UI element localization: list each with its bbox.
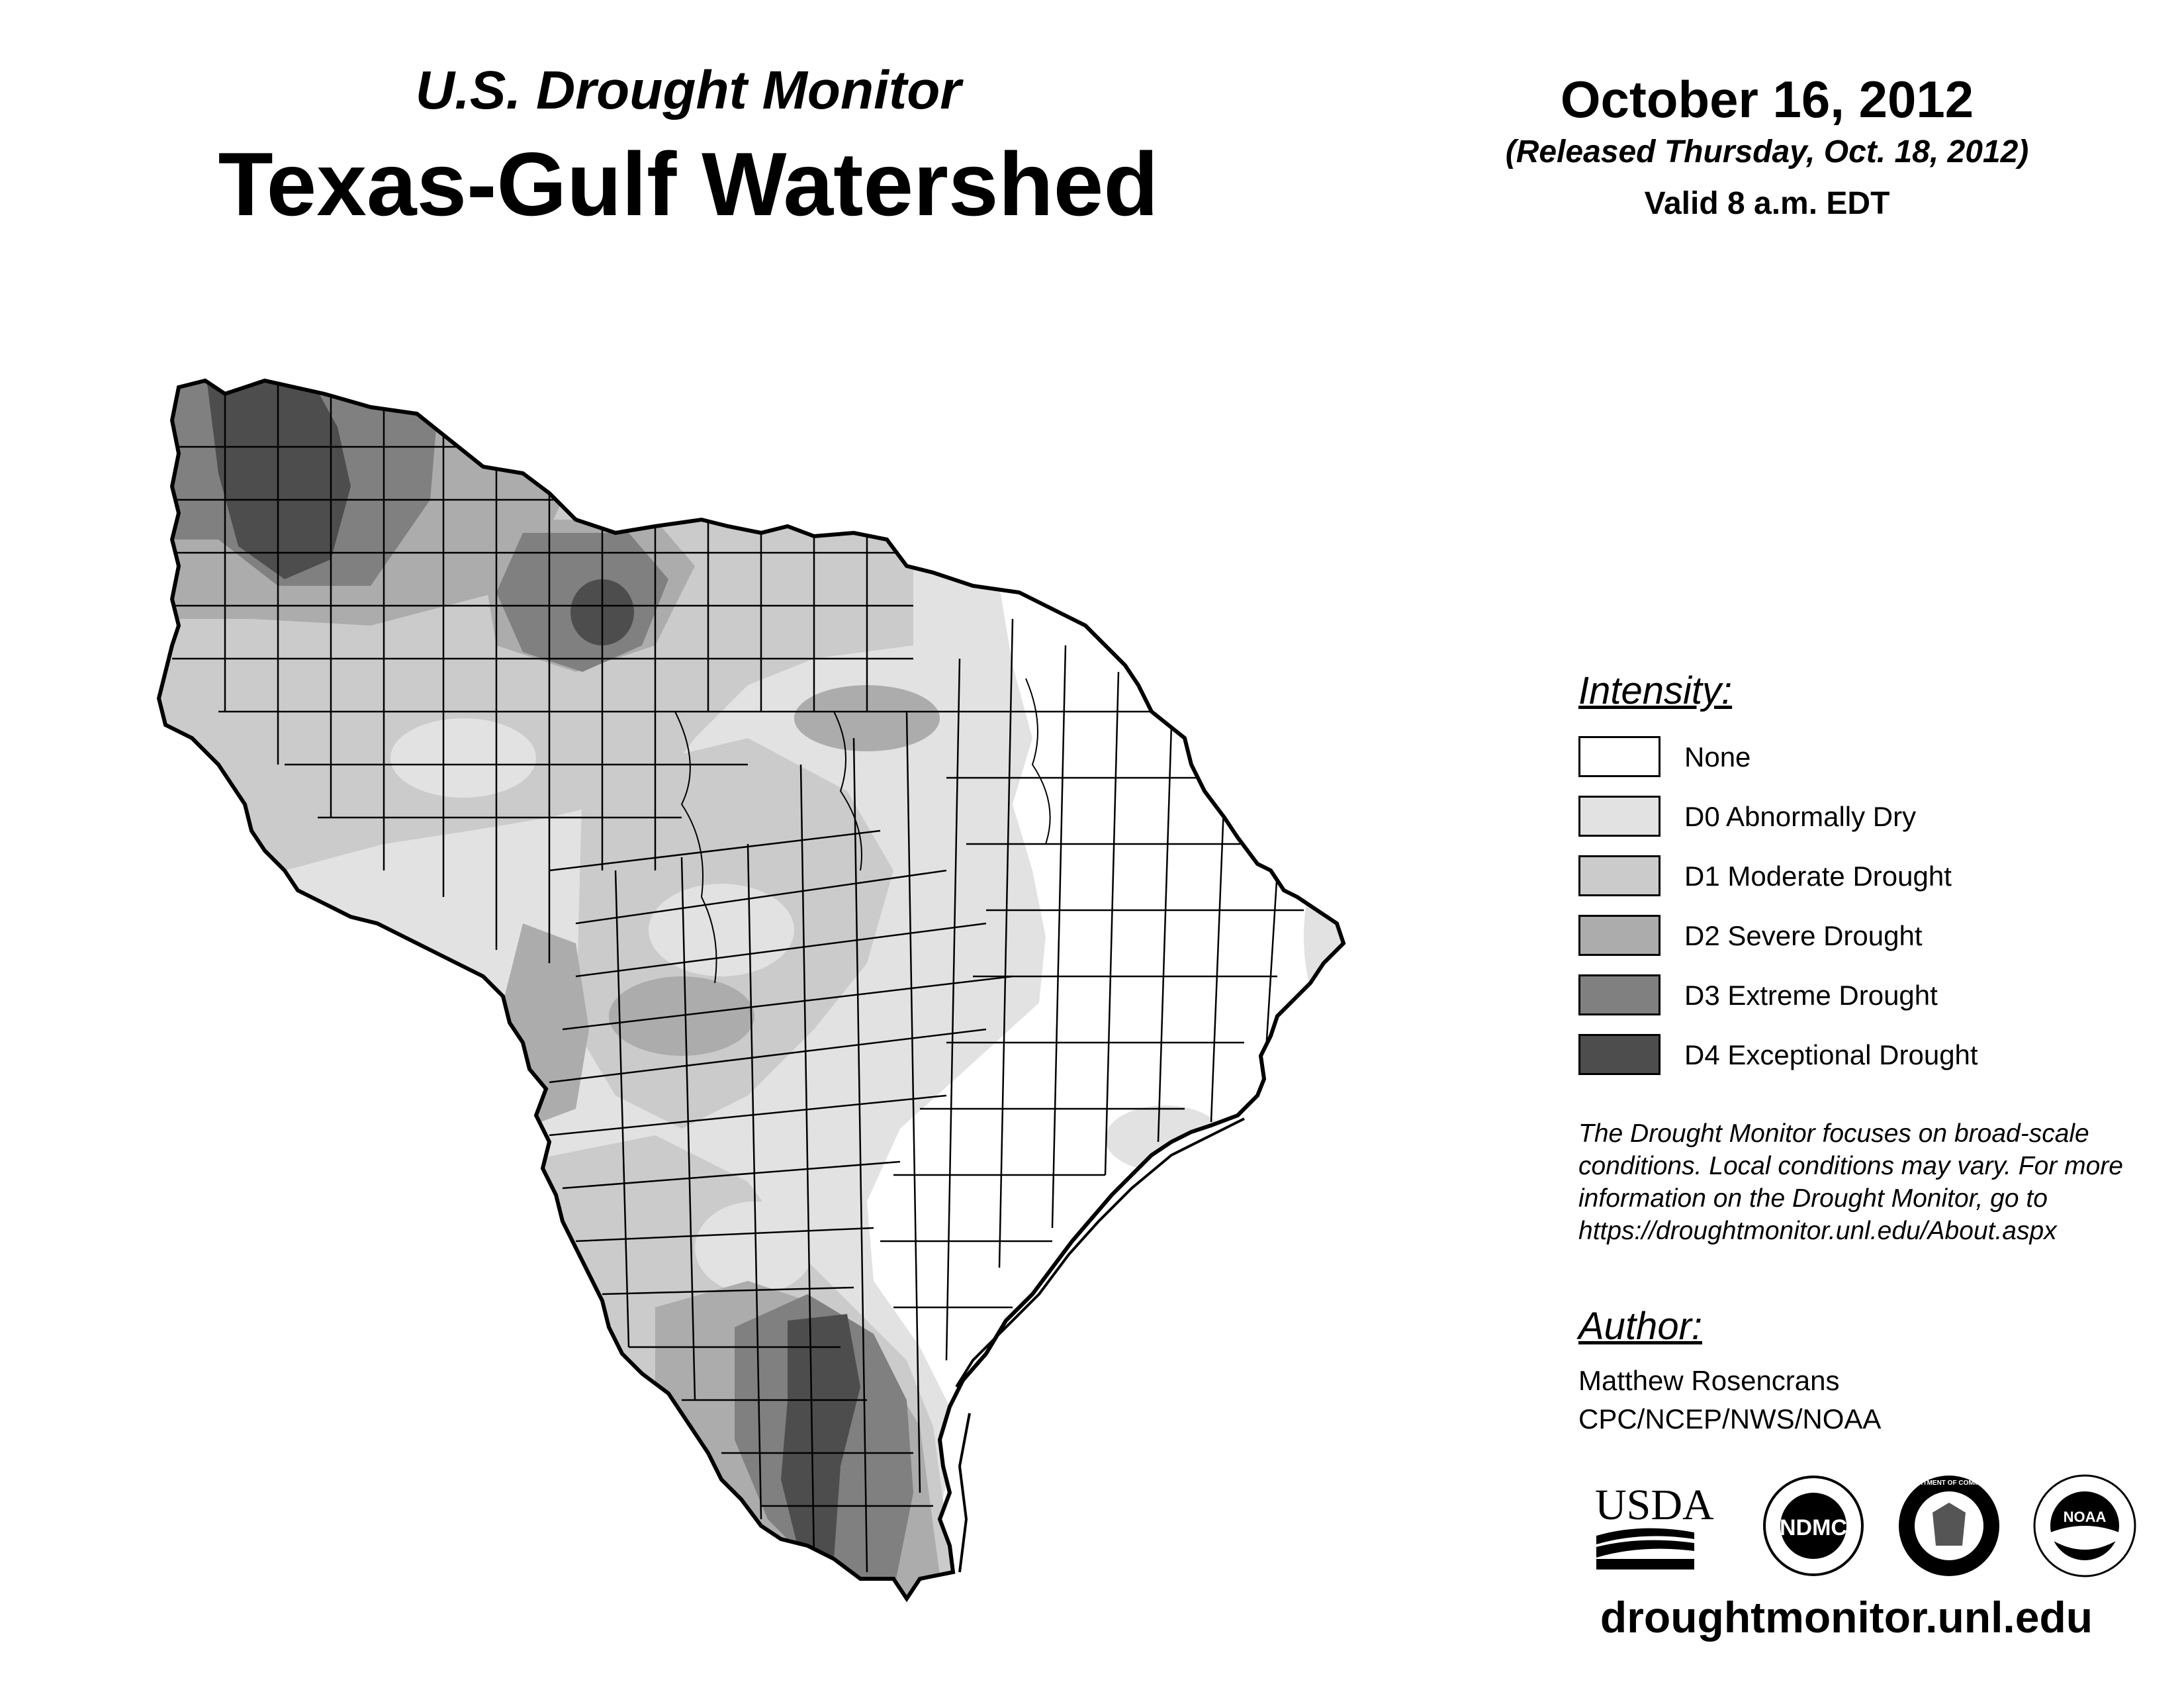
legend-swatch [1578,855,1661,896]
svg-text:USDA: USDA [1595,1481,1714,1529]
partner-logos: USDA NDMC DEPARTMENT OF COMMERCE NOAA [1595,1474,2136,1577]
legend-swatch [1578,796,1661,837]
disclaimer-note: The Drought Monitor focuses on broad-sca… [1578,1119,2123,1245]
zone-d0-west-patch [390,718,536,798]
website-url[interactable]: droughtmonitor.unl.edu [1600,1593,2093,1642]
legend-label: D2 Severe Drought [1684,920,1923,951]
zone-d0-south-patch [695,1201,814,1294]
drought-map [156,378,1346,1603]
legend-item-d2: D2 Severe Drought [1578,915,2148,957]
legend-label: D1 Moderate Drought [1684,861,1952,892]
map-subtitle: U.S. Drought Monitor [415,60,962,120]
legend-label: D3 Extreme Drought [1684,980,1938,1011]
svg-text:NDMC: NDMC [1780,1515,1847,1540]
county-lines [172,381,1317,1573]
ndmc-logo: NDMC [1763,1476,1864,1576]
legend-label: D0 Abnormally Dry [1684,801,1917,832]
release-date: (Released Thursday, Oct. 18, 2012) [1505,134,2029,169]
legend-swatch [1578,915,1661,956]
valid-time: Valid 8 a.m. EDT [1644,186,1890,221]
legend-label: None [1684,741,1751,773]
legend-item-d0: D0 Abnormally Dry [1578,796,2148,838]
legend-label: D4 Exceptional Drought [1684,1039,1978,1070]
noaa-logo: NOAA [2033,1474,2136,1577]
commerce-seal: DEPARTMENT OF COMMERCE [1899,1476,1999,1576]
legend-swatch [1578,974,1661,1015]
legend-item-none: None [1578,736,2148,778]
legend-swatch [1578,736,1661,777]
barrier-island [955,1117,1245,1388]
legend-item-d3: D3 Extreme Drought [1578,974,2148,1017]
svg-text:NOAA: NOAA [2064,1509,2107,1525]
zone-d2-east-patch [794,685,940,751]
legend-swatch [1578,1034,1661,1075]
author-name: Matthew Rosencrans [1578,1365,1840,1396]
map-title: Texas-Gulf Watershed [218,134,1159,234]
river-boundaries [674,678,1051,984]
legend-title: Intensity: [1578,669,1733,712]
svg-text:DEPARTMENT OF COMMERCE: DEPARTMENT OF COMMERCE [1900,1479,1998,1487]
zone-d0-east-patch [1304,844,1343,1029]
legend-item-d1: D1 Moderate Drought [1578,855,2148,898]
barrier-island-south [958,1413,971,1573]
zone-d0-mid-patch [649,884,794,976]
author-heading: Author: [1578,1305,1702,1348]
legend-item-d4: D4 Exceptional Drought [1578,1034,2148,1076]
usda-logo: USDA [1595,1481,1714,1570]
author-org: CPC/NCEP/NWS/NOAA [1578,1403,1882,1434]
map-date: October 16, 2012 [1560,70,1974,128]
zone-d4-south [781,1314,860,1559]
watershed-outline [156,378,1346,1603]
